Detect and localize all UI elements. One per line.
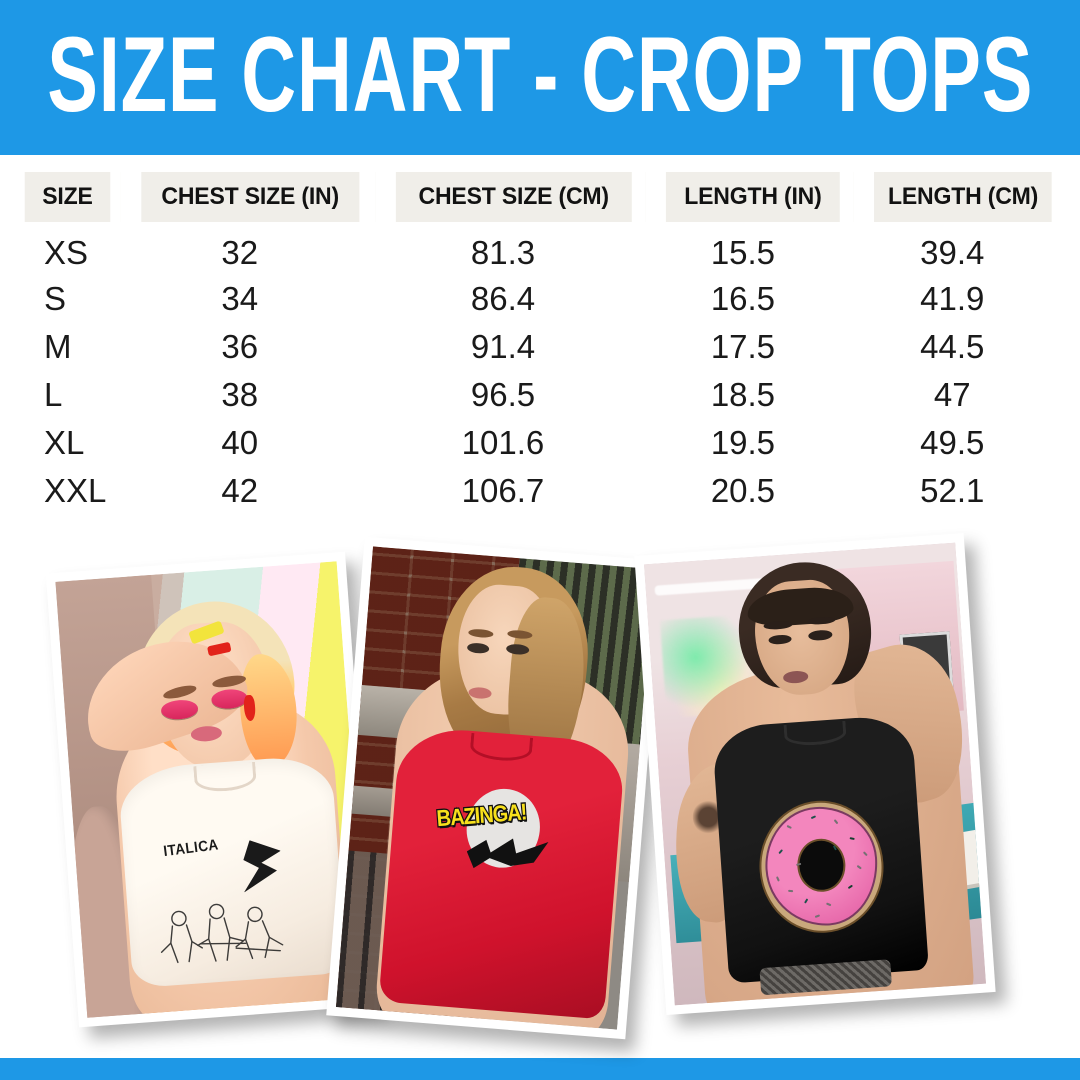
cell-size: S — [44, 280, 67, 317]
cell-chest-cm: 86.4 — [470, 280, 536, 317]
cell-length-in: 18.5 — [710, 376, 776, 413]
table-row: L 38 96.5 18.5 47 — [22, 371, 1058, 419]
cell-size: XS — [44, 234, 89, 271]
table-row: S 34 86.4 16.5 41.9 — [22, 275, 1058, 323]
cell-chest-cm: 101.6 — [461, 424, 545, 461]
photo-image-bazinga: BAZINGA! — [335, 546, 655, 1030]
photo-image-donut — [643, 542, 987, 1006]
cell-chest-cm: 91.4 — [470, 328, 536, 365]
cell-length-in: 16.5 — [710, 280, 776, 317]
column-header-length-in: LENGTH (IN) — [645, 172, 841, 222]
column-header-length-cm: LENGTH (CM) — [852, 172, 1052, 222]
product-photo-italica: ITALICA — [45, 551, 379, 1028]
cell-length-cm: 49.5 — [920, 424, 985, 461]
cell-chest-cm: 96.5 — [470, 376, 536, 413]
cell-size: XL — [44, 424, 85, 461]
table-header-row: SIZE CHEST SIZE (IN) CHEST SIZE (CM) LEN… — [22, 172, 1058, 222]
cell-size: M — [44, 328, 72, 365]
table-row: XS 32 81.3 15.5 39.4 — [22, 222, 1058, 275]
cell-chest-in: 36 — [221, 328, 259, 365]
cell-chest-cm: 106.7 — [461, 472, 545, 509]
cell-size: L — [44, 376, 63, 413]
cell-chest-in: 42 — [221, 472, 259, 509]
product-photo-donut — [634, 533, 996, 1015]
size-chart-table: SIZE CHEST SIZE (IN) CHEST SIZE (CM) LEN… — [22, 172, 1058, 515]
column-header-chest-cm: CHEST SIZE (CM) — [374, 172, 632, 222]
cell-length-cm: 47 — [933, 376, 971, 413]
column-header-size: SIZE — [24, 172, 111, 222]
cell-length-in: 20.5 — [710, 472, 776, 509]
cell-chest-in: 34 — [221, 280, 259, 317]
cell-chest-in: 32 — [221, 234, 259, 271]
page-header: SIZE CHART - CROP TOPS — [0, 0, 1080, 155]
cell-chest-in: 40 — [221, 424, 259, 461]
cell-chest-cm: 81.3 — [470, 234, 536, 271]
photo-image-italica: ITALICA — [55, 561, 369, 1018]
cell-length-cm: 41.9 — [920, 280, 985, 317]
cell-length-in: 19.5 — [710, 424, 776, 461]
cell-size: XXL — [44, 472, 107, 509]
cell-chest-in: 38 — [221, 376, 259, 413]
cell-length-cm: 44.5 — [920, 328, 985, 365]
product-photo-bazinga: BAZINGA! — [326, 536, 664, 1040]
table-row: M 36 91.4 17.5 44.5 — [22, 323, 1058, 371]
size-table-section: SIZE CHEST SIZE (IN) CHEST SIZE (CM) LEN… — [0, 155, 1080, 545]
band-lineart-illustration — [154, 880, 302, 986]
table-row: XXL 42 106.7 20.5 52.1 — [22, 467, 1058, 515]
cell-length-in: 15.5 — [710, 234, 776, 271]
column-header-chest-in: CHEST SIZE (IN) — [120, 172, 359, 222]
donut-graphic-icon — [754, 796, 889, 938]
cell-length-cm: 52.1 — [920, 472, 985, 509]
table-row: XL 40 101.6 19.5 49.5 — [22, 419, 1058, 467]
page-footer — [0, 1058, 1080, 1080]
page-title: SIZE CHART - CROP TOPS — [47, 15, 1034, 135]
cell-length-in: 17.5 — [710, 328, 776, 365]
product-photo-row: ITALICA — [0, 533, 1080, 1060]
cell-length-cm: 39.4 — [920, 234, 985, 271]
